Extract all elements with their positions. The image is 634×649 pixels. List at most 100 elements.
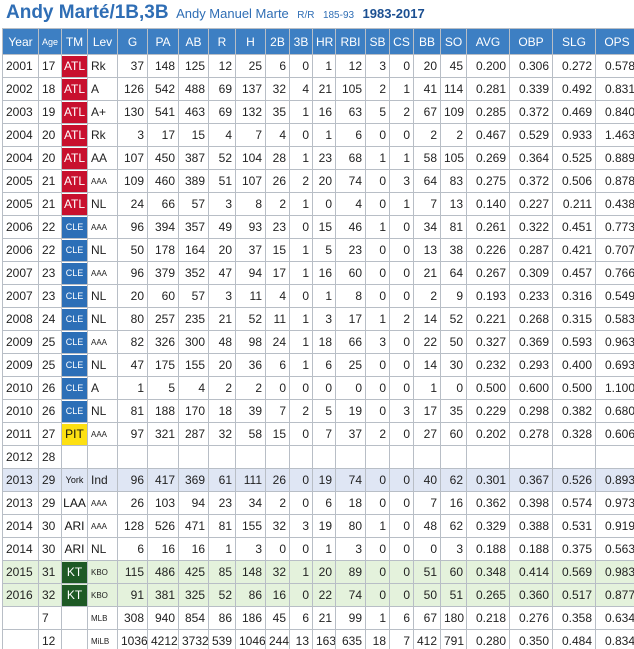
age-cell: 20 — [38, 146, 62, 170]
team-badge: CLE — [62, 239, 87, 261]
stat-cell: 21 — [312, 77, 336, 101]
stat-cell: 0 — [389, 215, 414, 239]
stat-cell: 0.327 — [466, 330, 510, 354]
age-cell: 30 — [38, 537, 62, 561]
level-cell: AAA — [87, 169, 118, 193]
stat-cell: 0 — [389, 537, 414, 561]
stat-cell: 7 — [265, 399, 290, 423]
stat-cell: 542 — [147, 77, 179, 101]
column-header[interactable]: AB — [178, 28, 209, 55]
stat-cell: 16 — [265, 583, 290, 607]
stat-cell: 34 — [235, 491, 266, 515]
stat-cell: 0 — [389, 376, 414, 400]
stat-cell: 0 — [389, 54, 414, 78]
age-cell: 12 — [38, 629, 62, 649]
stat-cell: 155 — [235, 514, 266, 538]
stat-cell: 325 — [178, 583, 209, 607]
age-cell: 22 — [38, 238, 62, 262]
stat-cell: 23 — [208, 491, 236, 515]
stat-cell: 0.309 — [509, 261, 553, 285]
stat-cell: 0.973 — [595, 491, 634, 515]
stat-cell: 0.388 — [509, 514, 553, 538]
stat-cell: 0.933 — [552, 123, 596, 147]
stat-cell: 35 — [265, 100, 290, 124]
stat-cell: 109 — [440, 100, 467, 124]
stat-cell: 39 — [235, 399, 266, 423]
column-header[interactable]: R — [208, 28, 236, 55]
column-header[interactable]: RBI — [335, 28, 366, 55]
column-header[interactable]: 2B — [265, 28, 290, 55]
stat-cell: 13 — [289, 629, 313, 649]
age-cell: 20 — [38, 123, 62, 147]
stat-cell: 0.680 — [595, 399, 634, 423]
column-header[interactable]: CS — [389, 28, 414, 55]
stat-cell: 25 — [235, 54, 266, 78]
stat-cell: 0 — [365, 468, 390, 492]
stat-cell: 15 — [312, 215, 336, 239]
stat-cell: 7 — [413, 491, 441, 515]
stat-cell: 96 — [117, 261, 148, 285]
stat-cell: 4 — [289, 77, 313, 101]
column-header[interactable]: Lev — [87, 28, 118, 55]
stat-cell: 0.889 — [595, 146, 634, 170]
stat-cell: 0.878 — [595, 169, 634, 193]
stat-cell: 4212 — [147, 629, 179, 649]
column-header[interactable]: HR — [312, 28, 336, 55]
column-header[interactable]: Age — [38, 28, 62, 55]
stat-cell: 326 — [147, 330, 179, 354]
level-cell: NL — [87, 238, 118, 262]
stat-cell: 257 — [147, 307, 179, 331]
column-header[interactable]: BB — [413, 28, 441, 55]
stat-cell: 0.301 — [466, 468, 510, 492]
stat-cell: 541 — [147, 100, 179, 124]
year-cell: 2006 — [2, 238, 39, 262]
team-cell: CLE — [61, 399, 88, 423]
table-row: 2009 25 CLE NL 47 175 155 20 36 6 1 6 25 0 0 14 30 0.232 0… — [2, 353, 634, 377]
table-row: 2008 24 CLE NL 80 257 235 21 52 11 1 3 17 1 2 14 52 0.221… — [2, 307, 634, 331]
stat-cell: 32 — [265, 77, 290, 101]
stat-cell: 0.329 — [466, 514, 510, 538]
stat-cell: 0.221 — [466, 307, 510, 331]
stat-cell: 105 — [335, 77, 366, 101]
team-cell: ATL — [61, 192, 88, 216]
stat-cell: 0.421 — [552, 238, 596, 262]
stat-cell: 0.563 — [595, 537, 634, 561]
team-cell: CLE — [61, 307, 88, 331]
column-header[interactable]: G — [117, 28, 148, 55]
stat-cell: 94 — [235, 261, 266, 285]
column-header[interactable]: TM — [61, 28, 88, 55]
stat-cell: 0 — [289, 376, 313, 400]
column-header[interactable]: SB — [365, 28, 390, 55]
stat-cell: 47 — [208, 261, 236, 285]
column-header[interactable]: SO — [440, 28, 467, 55]
column-header[interactable]: Year — [2, 28, 39, 55]
stat-cell: 66 — [335, 330, 366, 354]
team-cell: CLE — [61, 353, 88, 377]
stat-cell: 1 — [289, 307, 313, 331]
year-cell: 2003 — [2, 100, 39, 124]
column-header[interactable]: H — [235, 28, 266, 55]
team-cell: KT — [61, 583, 88, 607]
level-cell: AAA — [87, 422, 118, 446]
column-header[interactable]: OBP — [509, 28, 553, 55]
stat-cell: 0.963 — [595, 330, 634, 354]
column-header[interactable]: 3B — [289, 28, 313, 55]
stat-cell: 2 — [440, 123, 467, 147]
year-cell: 2004 — [2, 146, 39, 170]
stat-cell: 0 — [289, 215, 313, 239]
stat-cell: 15 — [265, 238, 290, 262]
stat-cell: 0.840 — [595, 100, 634, 124]
column-header[interactable]: PA — [147, 28, 179, 55]
team-badge: KT — [62, 561, 87, 583]
stat-cell: 96 — [117, 215, 148, 239]
stat-cell: 0.360 — [509, 583, 553, 607]
stat-cell: 126 — [117, 77, 148, 101]
stat-cell: 0.919 — [595, 514, 634, 538]
stat-cell: 51 — [208, 169, 236, 193]
column-header[interactable]: SLG — [552, 28, 596, 55]
column-header[interactable]: AVG — [466, 28, 510, 55]
stat-cell: 1 — [312, 123, 336, 147]
stat-cell: 486 — [147, 560, 179, 584]
stat-cell: 3 — [365, 54, 390, 78]
column-header[interactable]: OPS — [595, 28, 634, 55]
